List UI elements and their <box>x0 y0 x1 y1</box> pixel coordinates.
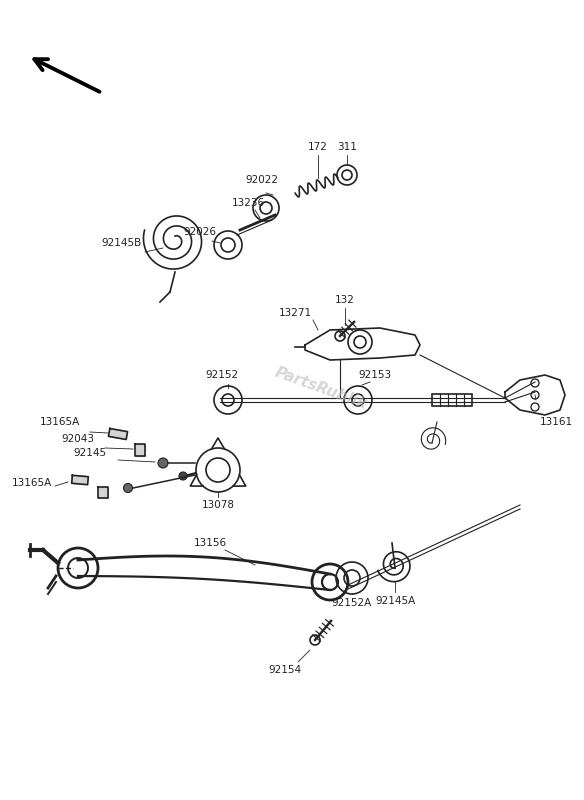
Text: 92145A: 92145A <box>375 596 415 606</box>
Circle shape <box>123 483 133 493</box>
Text: 311: 311 <box>337 142 357 152</box>
Text: 92153: 92153 <box>359 370 391 380</box>
Circle shape <box>179 472 187 480</box>
Text: 132: 132 <box>335 295 355 305</box>
Text: 13156: 13156 <box>193 538 227 548</box>
Text: 13271: 13271 <box>279 308 311 318</box>
Text: 13078: 13078 <box>201 500 235 510</box>
Text: 92022: 92022 <box>245 175 279 185</box>
Circle shape <box>158 458 168 468</box>
Polygon shape <box>135 444 145 456</box>
Text: PartsRublik: PartsRublik <box>273 364 370 412</box>
Text: 172: 172 <box>308 142 328 152</box>
Text: 13236: 13236 <box>231 198 265 208</box>
Polygon shape <box>72 475 88 485</box>
Text: 13161: 13161 <box>540 417 573 427</box>
Text: 92043: 92043 <box>61 434 95 444</box>
Polygon shape <box>109 429 127 439</box>
Text: 92145B: 92145B <box>102 238 142 248</box>
Text: 92152: 92152 <box>206 370 238 380</box>
Text: 92154: 92154 <box>269 665 301 675</box>
Text: 13165A: 13165A <box>40 417 80 427</box>
Text: 92152A: 92152A <box>332 598 372 608</box>
Text: 92026: 92026 <box>183 227 217 237</box>
Text: 13165A: 13165A <box>12 478 52 488</box>
Polygon shape <box>98 486 108 498</box>
Bar <box>432 394 472 406</box>
Text: 92145: 92145 <box>74 448 106 458</box>
